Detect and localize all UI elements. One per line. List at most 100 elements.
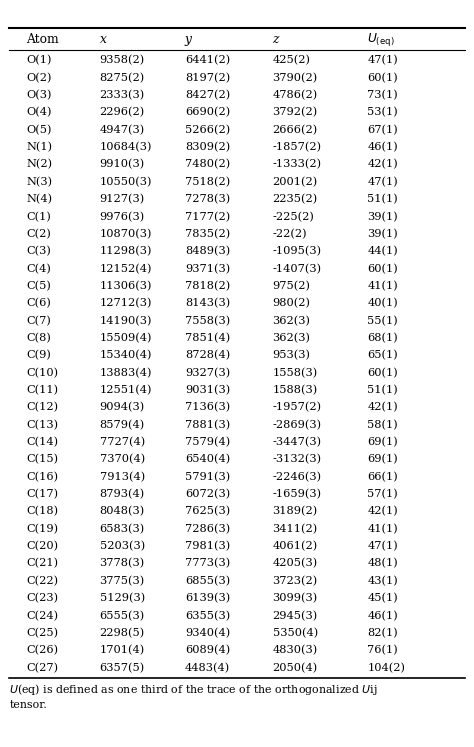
Text: -3447(3): -3447(3) [273,437,322,447]
Text: 15340(4): 15340(4) [100,350,152,361]
Text: N(1): N(1) [26,142,52,152]
Text: 7981(3): 7981(3) [185,541,230,551]
Text: 67(1): 67(1) [367,125,398,135]
Text: -1407(3): -1407(3) [273,264,322,274]
Text: 69(1): 69(1) [367,454,398,465]
Text: -1957(2): -1957(2) [273,403,322,412]
Text: 60(1): 60(1) [367,264,398,274]
Text: 41(1): 41(1) [367,281,398,291]
Text: 7286(3): 7286(3) [185,524,230,534]
Text: 7136(3): 7136(3) [185,403,230,412]
Text: C(21): C(21) [26,559,58,568]
Text: C(6): C(6) [26,298,51,309]
Text: C(23): C(23) [26,593,58,604]
Text: 5129(3): 5129(3) [100,593,145,604]
Text: 6441(2): 6441(2) [185,55,230,66]
Text: 66(1): 66(1) [367,471,398,482]
Text: 82(1): 82(1) [367,627,398,638]
Text: 7278(3): 7278(3) [185,194,230,205]
Text: -2246(3): -2246(3) [273,471,322,482]
Text: 51(1): 51(1) [367,194,398,205]
Text: 8793(4): 8793(4) [100,489,145,499]
Text: C(19): C(19) [26,524,58,534]
Text: 2296(2): 2296(2) [100,108,145,118]
Text: C(3): C(3) [26,247,51,256]
Text: C(14): C(14) [26,437,58,447]
Text: 15509(4): 15509(4) [100,333,152,343]
Text: 10870(3): 10870(3) [100,229,152,239]
Text: -1659(3): -1659(3) [273,489,322,499]
Text: 6072(3): 6072(3) [185,489,230,499]
Text: 44(1): 44(1) [367,247,398,256]
Text: 6357(5): 6357(5) [100,663,145,673]
Text: 8579(4): 8579(4) [100,420,145,430]
Text: 980(2): 980(2) [273,298,310,309]
Text: O(4): O(4) [26,108,52,118]
Text: 4830(3): 4830(3) [273,645,318,655]
Text: 46(1): 46(1) [367,610,398,621]
Text: C(5): C(5) [26,281,51,291]
Text: C(17): C(17) [26,489,58,499]
Text: 9976(3): 9976(3) [100,211,145,222]
Text: C(22): C(22) [26,576,58,586]
Text: 7913(4): 7913(4) [100,471,145,482]
Text: 42(1): 42(1) [367,506,398,517]
Text: 7177(2): 7177(2) [185,211,230,222]
Text: 60(1): 60(1) [367,72,398,83]
Text: C(24): C(24) [26,610,58,621]
Text: 73(1): 73(1) [367,90,398,100]
Text: 5266(2): 5266(2) [185,125,230,135]
Text: -22(2): -22(2) [273,229,307,239]
Text: 4947(3): 4947(3) [100,125,145,135]
Text: $U$(eq) is defined as one third of the trace of the orthogonalized $U$ij: $U$(eq) is defined as one third of the t… [9,682,378,697]
Text: C(11): C(11) [26,385,58,395]
Text: $U_{\mathrm{(eq)}}$: $U_{\mathrm{(eq)}}$ [367,31,395,48]
Text: 3775(3): 3775(3) [100,576,145,586]
Text: 8489(3): 8489(3) [185,247,230,256]
Text: 40(1): 40(1) [367,298,398,309]
Text: 69(1): 69(1) [367,437,398,447]
Text: 9094(3): 9094(3) [100,403,145,412]
Text: O(2): O(2) [26,72,52,83]
Text: 65(1): 65(1) [367,350,398,361]
Text: 6540(4): 6540(4) [185,454,230,465]
Text: 47(1): 47(1) [367,541,398,551]
Text: 11306(3): 11306(3) [100,281,152,291]
Text: 8728(4): 8728(4) [185,350,230,361]
Text: -3132(3): -3132(3) [273,454,322,465]
Text: Atom: Atom [26,33,59,46]
Text: 39(1): 39(1) [367,211,398,222]
Text: 104(2): 104(2) [367,663,405,673]
Text: O(5): O(5) [26,125,52,135]
Text: 57(1): 57(1) [367,489,398,499]
Text: 12551(4): 12551(4) [100,385,152,395]
Text: C(12): C(12) [26,403,58,412]
Text: -225(2): -225(2) [273,211,314,222]
Text: 51(1): 51(1) [367,385,398,395]
Text: 42(1): 42(1) [367,403,398,412]
Text: 14190(3): 14190(3) [100,315,152,326]
Text: -2869(3): -2869(3) [273,420,322,430]
Text: 9910(3): 9910(3) [100,159,145,170]
Text: O(1): O(1) [26,55,52,66]
Text: 362(3): 362(3) [273,315,310,326]
Text: -1857(2): -1857(2) [273,142,322,152]
Text: 5203(3): 5203(3) [100,541,145,551]
Text: 2333(3): 2333(3) [100,90,145,100]
Text: 76(1): 76(1) [367,645,398,655]
Text: 47(1): 47(1) [367,177,398,187]
Text: 5791(3): 5791(3) [185,471,230,482]
Text: C(15): C(15) [26,454,58,465]
Text: 9371(3): 9371(3) [185,264,230,274]
Text: x: x [100,33,107,46]
Text: 7818(2): 7818(2) [185,281,230,291]
Text: 60(1): 60(1) [367,368,398,378]
Text: 6555(3): 6555(3) [100,610,145,621]
Text: 53(1): 53(1) [367,108,398,118]
Text: 7579(4): 7579(4) [185,437,230,447]
Text: C(16): C(16) [26,471,58,482]
Text: 1558(3): 1558(3) [273,368,318,378]
Text: 7370(4): 7370(4) [100,454,145,465]
Text: 2666(2): 2666(2) [273,125,318,135]
Text: 3099(3): 3099(3) [273,593,318,604]
